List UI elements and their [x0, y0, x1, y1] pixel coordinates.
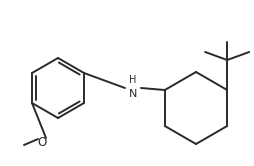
Text: O: O — [37, 136, 47, 150]
Text: H: H — [129, 75, 137, 85]
Text: N: N — [129, 89, 137, 99]
